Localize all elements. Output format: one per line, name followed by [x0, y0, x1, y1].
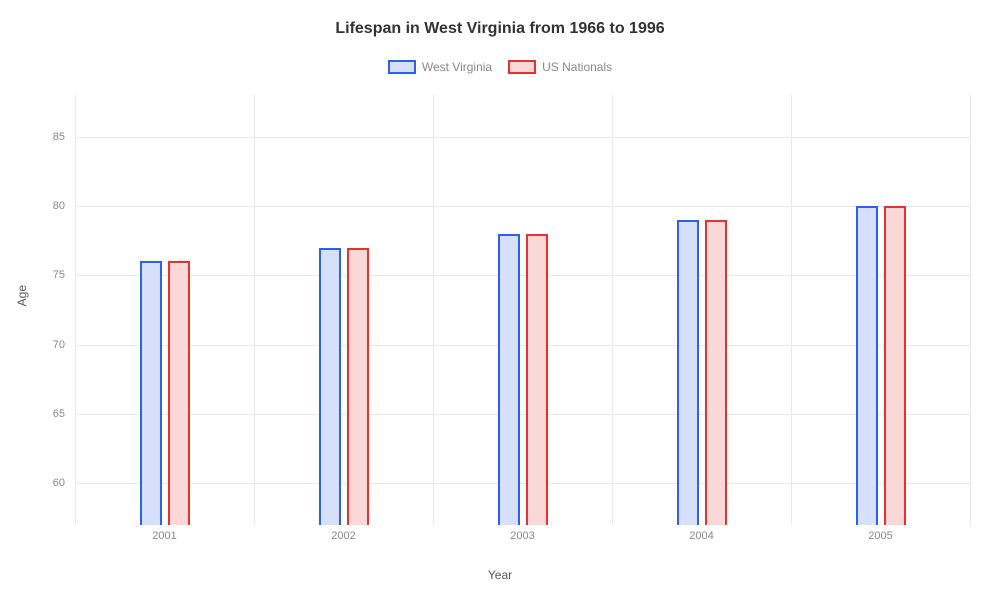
bar[interactable] — [498, 234, 520, 525]
bar[interactable] — [319, 248, 341, 525]
x-tick-label: 2003 — [510, 530, 534, 542]
y-tick-label: 75 — [35, 269, 65, 281]
y-tick-label: 85 — [35, 131, 65, 143]
x-tick-label: 2001 — [152, 530, 176, 542]
gridline-vertical — [254, 95, 255, 525]
legend: West Virginia US Nationals — [0, 60, 1000, 74]
bar[interactable] — [168, 261, 190, 525]
chart-title: Lifespan in West Virginia from 1966 to 1… — [0, 20, 1000, 38]
legend-swatch — [508, 60, 536, 74]
bar[interactable] — [884, 206, 906, 525]
bar[interactable] — [705, 220, 727, 525]
legend-label: West Virginia — [422, 60, 492, 74]
plot-area — [75, 95, 970, 525]
x-tick-label: 2002 — [331, 530, 355, 542]
bar[interactable] — [526, 234, 548, 525]
x-axis-label: Year — [0, 568, 1000, 582]
y-tick-label: 65 — [35, 408, 65, 420]
legend-label: US Nationals — [542, 60, 612, 74]
bar[interactable] — [856, 206, 878, 525]
bar[interactable] — [140, 261, 162, 525]
gridline-horizontal — [75, 414, 970, 415]
legend-swatch — [388, 60, 416, 74]
legend-item-west-virginia[interactable]: West Virginia — [388, 60, 492, 74]
legend-item-us-nationals[interactable]: US Nationals — [508, 60, 612, 74]
x-tick-label: 2005 — [868, 530, 892, 542]
gridline-vertical — [75, 95, 76, 525]
gridline-horizontal — [75, 483, 970, 484]
gridline-vertical — [970, 95, 971, 525]
y-tick-label: 80 — [35, 200, 65, 212]
bar[interactable] — [677, 220, 699, 525]
chart-container: Lifespan in West Virginia from 1966 to 1… — [0, 0, 1000, 600]
y-axis-label: Age — [15, 285, 29, 306]
gridline-vertical — [433, 95, 434, 525]
y-tick-label: 60 — [35, 477, 65, 489]
gridline-horizontal — [75, 275, 970, 276]
gridline-horizontal — [75, 345, 970, 346]
bar[interactable] — [347, 248, 369, 525]
gridline-vertical — [791, 95, 792, 525]
gridline-horizontal — [75, 206, 970, 207]
gridline-horizontal — [75, 137, 970, 138]
x-tick-label: 2004 — [689, 530, 713, 542]
gridline-vertical — [612, 95, 613, 525]
y-tick-label: 70 — [35, 339, 65, 351]
